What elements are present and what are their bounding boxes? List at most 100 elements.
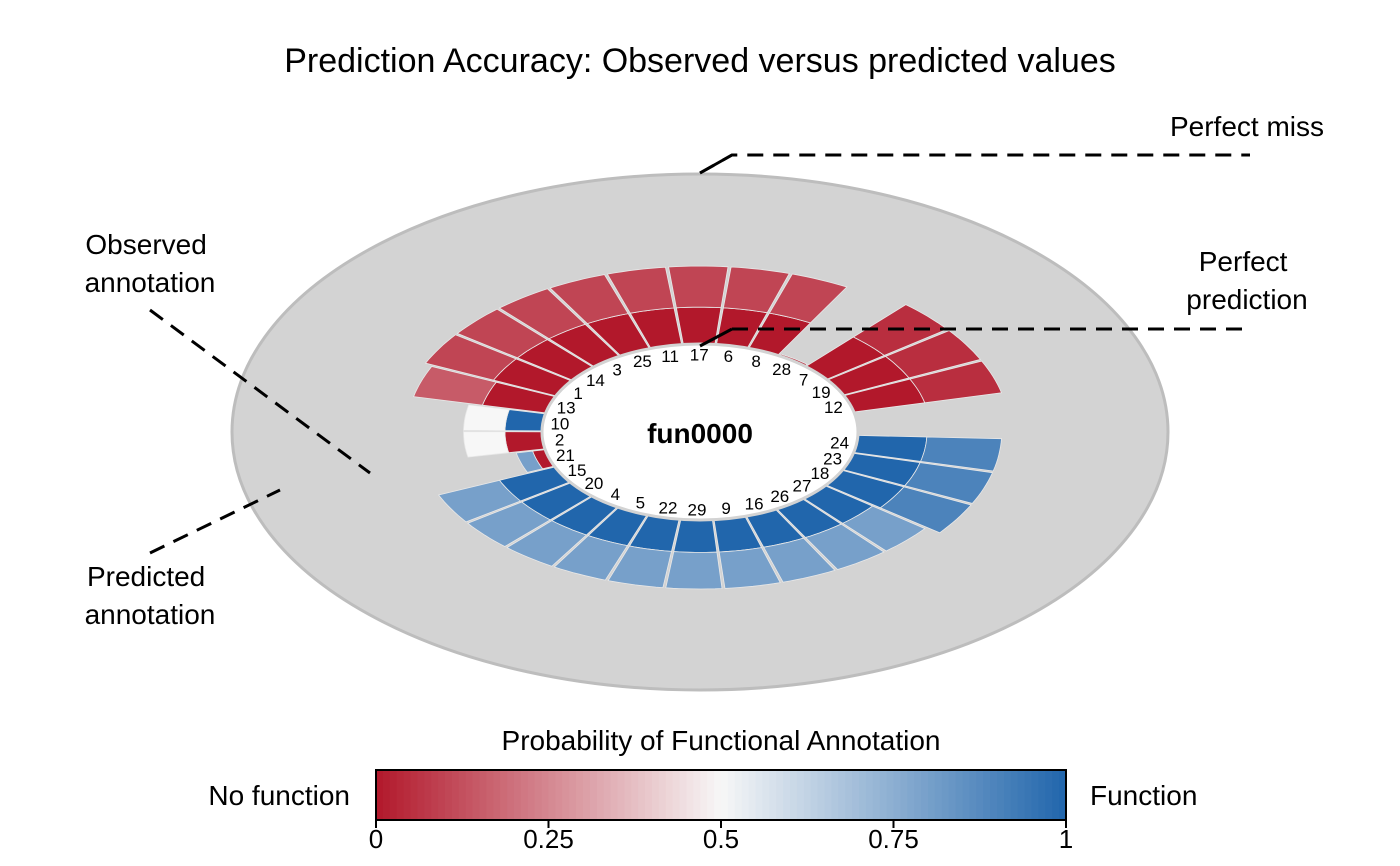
sample-index-label: 14	[586, 371, 605, 390]
colorbar-step	[376, 770, 384, 820]
colorbar-step	[997, 770, 1005, 820]
colorbar-step	[465, 770, 474, 820]
segment-predicted-27	[841, 505, 926, 552]
colorbar-step	[589, 770, 598, 820]
sample-index-label: 24	[830, 434, 849, 453]
colorbar-step	[1059, 770, 1067, 820]
colorbar-step	[810, 770, 819, 820]
observed-annotation-line2: annotation	[85, 267, 216, 298]
sample-index-label: 15	[568, 461, 587, 480]
sample-index-label: 13	[557, 399, 576, 418]
sample-index-label: 2	[555, 430, 564, 449]
perfect-prediction-label: Perfect prediction	[1186, 246, 1307, 315]
colorbar-step	[845, 770, 853, 820]
colorbar-step	[1031, 770, 1039, 820]
segment-predicted-25	[549, 274, 629, 325]
sample-index-label: 19	[812, 383, 831, 402]
colorbar-step	[755, 770, 763, 820]
legend-tick-label: 0.75	[868, 824, 919, 854]
colorbar-step	[610, 770, 619, 820]
sample-index-label: 29	[688, 501, 707, 520]
colorbar-step	[983, 770, 991, 820]
segment-predicted-23	[904, 462, 994, 504]
observed-annotation-line1: Observed	[85, 229, 206, 260]
colorbar-step	[1010, 770, 1019, 820]
colorbar-step	[527, 770, 536, 820]
colorbar-step	[741, 770, 750, 820]
colorbar-step	[1045, 770, 1053, 820]
segment-observed-17	[675, 306, 722, 348]
segment-predicted-16	[763, 537, 836, 583]
sample-index-label: 5	[636, 493, 645, 512]
colorbar-step	[886, 770, 895, 820]
colorbar-step	[1052, 770, 1060, 820]
colorbar-step	[934, 770, 943, 820]
sample-index-label: 18	[810, 464, 829, 483]
sample-index-label: 7	[799, 370, 808, 389]
segment-predicted-14	[456, 308, 549, 359]
segment-predicted-2	[463, 431, 510, 458]
colorbar-step	[389, 770, 398, 820]
sample-index-label: 17	[690, 346, 709, 365]
predicted-annotation-line1: Predicted	[87, 561, 205, 592]
colorbar-step	[500, 770, 508, 820]
sample-index-label: 10	[550, 414, 569, 433]
legend-colorbar	[375, 769, 1067, 821]
colorbar-step	[831, 770, 839, 820]
sample-index-label: 12	[824, 398, 843, 417]
colorbar-step	[803, 770, 812, 820]
colorbar-step	[555, 770, 563, 820]
colorbar-step	[1017, 770, 1026, 820]
colorbar-step	[617, 770, 625, 820]
colorbar-step	[403, 770, 412, 820]
center-label: fun0000	[647, 418, 753, 449]
segment-predicted-1	[424, 334, 517, 381]
segment-predicted-22	[607, 545, 672, 589]
sample-index-label: 9	[721, 499, 730, 518]
observed-annotation-label: Observed annotation	[85, 229, 216, 298]
sample-index-label: 23	[823, 449, 842, 468]
colorbar-step	[438, 770, 446, 820]
colorbar-step	[879, 770, 888, 820]
legend-right-label: Function	[1090, 780, 1197, 811]
colorbar-step	[748, 770, 757, 820]
colorbar-step	[472, 770, 481, 820]
colorbar-step	[824, 770, 832, 820]
colorbar-step	[1024, 770, 1033, 820]
sample-index-label: 28	[772, 360, 791, 379]
colorbar-step	[941, 770, 950, 820]
colorbar-step	[955, 770, 964, 820]
colorbar-step	[962, 770, 970, 820]
colorbar-step	[541, 770, 550, 820]
legend-tick-label: 0.5	[703, 824, 739, 854]
sample-index-label: 8	[751, 352, 760, 371]
colorbar-step	[658, 770, 667, 820]
colorbar-step	[417, 770, 425, 820]
colorbar-step	[990, 770, 998, 820]
colorbar-step	[631, 770, 639, 820]
sample-index-label: 27	[793, 477, 812, 496]
perfect-miss-leader	[699, 153, 1250, 175]
segment-predicted-11	[606, 266, 675, 314]
colorbar-step	[921, 770, 929, 820]
colorbar-step	[976, 770, 984, 820]
segment-predicted-19	[884, 330, 982, 379]
colorbar-step	[596, 770, 605, 820]
colorbar-step	[900, 770, 908, 820]
segment-predicted-26	[804, 523, 885, 570]
sample-index-label: 25	[633, 352, 652, 371]
colorbar-step	[679, 770, 688, 820]
colorbar-step	[928, 770, 936, 820]
sample-index-label: 3	[612, 360, 621, 379]
sample-index-label: 4	[611, 485, 620, 504]
colorbar-step	[424, 770, 432, 820]
colorbar-step	[431, 770, 439, 820]
segment-predicted-6	[722, 266, 790, 314]
colorbar-step	[907, 770, 915, 820]
segment-predicted-18	[879, 486, 972, 534]
colorbar-step	[727, 770, 736, 820]
colorbar-step	[548, 770, 556, 820]
colorbar-step	[624, 770, 632, 820]
colorbar-step	[479, 770, 487, 820]
